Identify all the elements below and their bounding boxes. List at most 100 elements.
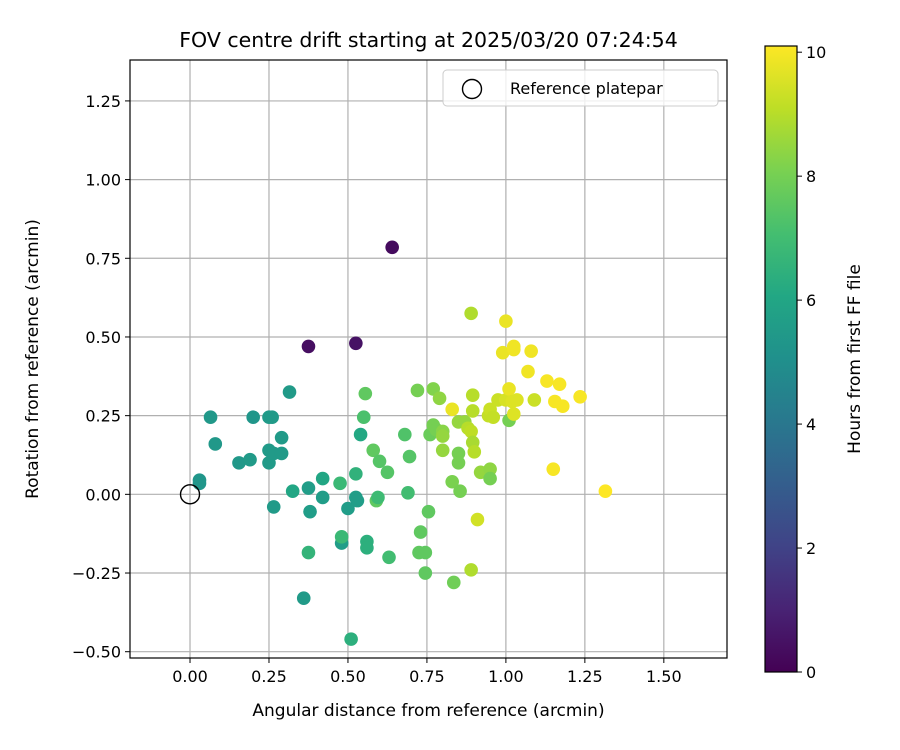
colorbar-gradient bbox=[764, 45, 798, 673]
data-point bbox=[301, 481, 316, 495]
data-point bbox=[453, 484, 467, 498]
x-tick-label: 0.50 bbox=[330, 667, 366, 686]
data-point bbox=[555, 399, 570, 414]
data-point bbox=[483, 462, 497, 476]
data-point bbox=[371, 490, 385, 505]
data-point bbox=[483, 471, 497, 486]
colorbar-tick-label: 2 bbox=[806, 539, 816, 558]
data-point bbox=[296, 591, 311, 605]
data-point bbox=[274, 430, 289, 445]
data-point bbox=[301, 339, 316, 354]
data-point bbox=[358, 386, 373, 401]
y-tick-label: 0.75 bbox=[85, 249, 121, 268]
data-point bbox=[418, 545, 433, 560]
data-point bbox=[421, 504, 436, 519]
data-point bbox=[243, 452, 257, 467]
legend-label: Reference platepar bbox=[510, 79, 663, 98]
data-point bbox=[598, 484, 613, 498]
y-axis-label: Rotation from reference (arcmin) bbox=[23, 219, 43, 499]
data-point bbox=[385, 240, 399, 255]
colorbar-tick-label: 6 bbox=[806, 291, 816, 310]
legend-box bbox=[442, 69, 719, 107]
data-point bbox=[344, 632, 358, 646]
data-point bbox=[208, 437, 223, 451]
data-point bbox=[486, 410, 501, 425]
data-point bbox=[445, 474, 459, 489]
x-tick-label: 1.25 bbox=[567, 667, 603, 686]
data-point bbox=[410, 383, 425, 398]
scatter-points bbox=[192, 240, 613, 646]
legend-marker-icon bbox=[461, 78, 483, 100]
data-point bbox=[573, 389, 587, 404]
legend: Reference platepar bbox=[442, 69, 719, 107]
x-tick-label: 0.00 bbox=[172, 667, 208, 686]
y-axis-ticks: −0.50 −0.25 0.00 0.25 0.50 0.75 1.00 1.25 bbox=[72, 92, 130, 662]
colorbar-tick-label: 0 bbox=[806, 663, 816, 682]
y-tick-label: −0.25 bbox=[72, 564, 121, 583]
data-point bbox=[274, 446, 289, 461]
data-point bbox=[372, 454, 387, 469]
data-point bbox=[432, 391, 447, 406]
colorbar-tick-label: 8 bbox=[806, 167, 816, 186]
data-point bbox=[521, 364, 535, 379]
data-point bbox=[502, 382, 516, 396]
data-point bbox=[246, 410, 260, 425]
data-point bbox=[464, 424, 478, 439]
data-point bbox=[506, 407, 521, 421]
data-point bbox=[315, 490, 330, 505]
data-point bbox=[451, 456, 466, 470]
data-point bbox=[350, 493, 365, 508]
data-point bbox=[465, 404, 480, 418]
data-point bbox=[265, 410, 279, 425]
data-point bbox=[356, 410, 371, 425]
data-point bbox=[349, 336, 363, 351]
x-tick-label: 1.50 bbox=[646, 667, 682, 686]
data-point bbox=[366, 443, 381, 458]
data-point bbox=[524, 344, 538, 358]
data-point bbox=[232, 456, 246, 470]
data-point bbox=[435, 429, 450, 443]
grid bbox=[130, 60, 727, 658]
colorbar-tick-label: 10 bbox=[806, 43, 826, 62]
data-point bbox=[303, 504, 317, 519]
x-tick-label: 0.75 bbox=[409, 667, 445, 686]
data-point bbox=[467, 445, 482, 459]
data-point bbox=[510, 393, 524, 407]
data-point bbox=[192, 476, 207, 491]
data-point bbox=[499, 314, 513, 329]
data-point bbox=[341, 501, 355, 516]
colorbar: 0 2 4 6 8 10 Hours from first FF file bbox=[764, 43, 865, 682]
data-point bbox=[470, 512, 485, 527]
data-point bbox=[398, 427, 412, 442]
data-point bbox=[506, 342, 521, 357]
colorbar-tick-label: 4 bbox=[806, 415, 816, 434]
colorbar-ticks: 0 2 4 6 8 10 bbox=[797, 43, 826, 682]
data-point bbox=[527, 393, 542, 407]
data-point bbox=[402, 449, 417, 464]
data-point bbox=[315, 471, 330, 486]
data-point bbox=[413, 525, 428, 539]
data-point bbox=[495, 345, 510, 360]
data-point bbox=[282, 385, 297, 399]
data-point bbox=[353, 427, 368, 442]
data-point bbox=[360, 541, 374, 555]
data-point bbox=[451, 446, 466, 461]
data-point bbox=[333, 476, 347, 491]
data-point bbox=[435, 443, 450, 458]
data-point bbox=[301, 545, 316, 560]
data-point bbox=[446, 575, 461, 590]
data-point bbox=[380, 465, 395, 480]
y-tick-label: 1.00 bbox=[85, 171, 121, 190]
data-point bbox=[266, 500, 281, 514]
x-axis-ticks: 0.00 0.25 0.50 0.75 1.00 1.25 1.50 bbox=[172, 658, 682, 686]
colorbar-label: Hours from first FF file bbox=[845, 264, 865, 454]
data-point bbox=[464, 563, 478, 577]
y-tick-label: 0.00 bbox=[85, 485, 121, 504]
x-axis-label: Angular distance from reference (arcmin) bbox=[252, 701, 604, 721]
y-tick-label: −0.50 bbox=[72, 643, 121, 662]
y-tick-label: 0.50 bbox=[85, 328, 121, 347]
data-point bbox=[465, 388, 480, 402]
data-point bbox=[464, 306, 478, 321]
x-tick-label: 0.25 bbox=[251, 667, 287, 686]
